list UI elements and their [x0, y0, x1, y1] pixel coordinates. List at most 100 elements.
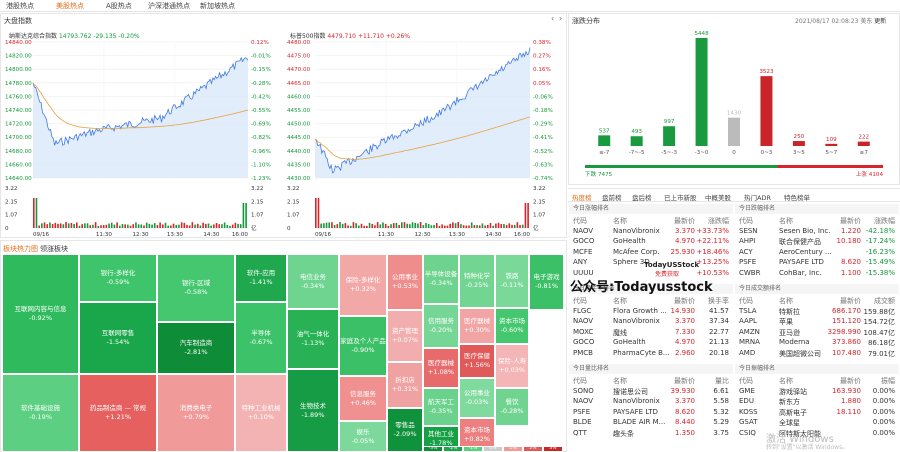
heatmap-cell[interactable]: 油气一体化 -1.13%	[287, 309, 339, 369]
rank-table-row[interactable]: GOCO GoHealth 4.970 +22.11%	[573, 236, 733, 247]
rank-table-row[interactable]: MRNA Moderna 373.860 86.18亿	[739, 337, 899, 348]
next-arrow-icon[interactable]: ›	[559, 14, 563, 23]
heatmap-cell[interactable]: 半导体设备 -0.34%	[423, 254, 459, 304]
rank-table-row[interactable]: QTT 趣头条 1.350 3.75	[573, 428, 733, 439]
rank-table-row[interactable]: BLDE BLADE AIR M... 8.440 5.29	[573, 417, 733, 428]
heatmap-cell[interactable]: 娱乐 -0.05%	[339, 421, 387, 452]
heatmap-cell[interactable]: 电信业务 -0.34%	[287, 254, 339, 309]
rank-table-row[interactable]: PSFE PAYSAFE LTD 8.620 5.32	[573, 407, 733, 418]
volume-bar	[124, 224, 126, 228]
cell-name: PAYSAFE LTD	[779, 258, 824, 267]
heatmap-cell[interactable]: 铁路 -0.11%	[495, 254, 529, 308]
heatmap-cell[interactable]: 消费类电子 +0.79%	[157, 374, 235, 452]
rank-table-row[interactable]: UUUU +10.53%	[573, 268, 733, 279]
rank-table-row[interactable]: PMCB PharmaCyte B... 2.960 20.18	[573, 348, 733, 359]
rank-table-row[interactable]: SONO 搜诺思公司 39.930 6.61	[573, 386, 733, 397]
rank-table-row[interactable]: NAOV NanoVibronix 3.370 +33.73%	[573, 226, 733, 237]
rank-table-title[interactable]: 今日换手率排名	[569, 284, 733, 294]
rank-table-row[interactable]: AMZN 亚马逊 3298.990 108.47亿	[739, 327, 899, 338]
heatmap-cell[interactable]: 资产管理 +0.07%	[387, 310, 423, 362]
heatmap-cell[interactable]: 资本市场 -0.60%	[495, 308, 529, 344]
nasdaq-chart[interactable]: 14840.00 0.12% 14820.00 -0.01% 14800.00 -0.15…	[3, 38, 283, 238]
tab-connect[interactable]: 沪深港通热点	[148, 2, 190, 10]
heatmap-cell[interactable]: 保险-人寿 +0.03%	[495, 344, 529, 388]
heatmap-cell[interactable]: 特种化学 -0.25%	[459, 254, 495, 308]
index1-header[interactable]: 纳斯达克综合指数 14793.762 -29.135 -0.20%	[9, 31, 140, 40]
rank-table-row[interactable]: GOCO GoHealth 4.970 21.13	[573, 337, 733, 348]
heatmap-cell[interactable]: 信息服务 +0.46%	[339, 376, 387, 421]
distribution-category: -5~-3	[661, 150, 677, 156]
heatmap-cell[interactable]: 保险-多样化 +0.32%	[339, 254, 387, 316]
rank-table-row[interactable]: EDU 新东方 1.880 0.00%	[739, 396, 899, 407]
rank-table-row[interactable]: KOSS 高斯电子 18.110 0.00%	[739, 407, 899, 418]
heatmap-cell[interactable]: 折扣店 +0.31%	[387, 362, 423, 408]
right-tick-label: 0.27%	[533, 54, 551, 60]
rank-table-row[interactable]: SESN Sesen Bio, Inc. 1.220 -42.18%	[739, 226, 899, 237]
rank-table-row[interactable]: AAPL 苹果 151.120 154.72亿	[739, 316, 899, 327]
heatmap-cell[interactable]: 药品制造商 — 常规 +1.21%	[79, 374, 157, 452]
prev-arrow-icon[interactable]: ‹	[551, 14, 555, 23]
rank-table-row[interactable]: GSAT 全球星 0.00%	[739, 417, 899, 428]
tab-hk[interactable]: 港股热点	[6, 2, 34, 10]
heatmap-title[interactable]: 板块热力图	[3, 245, 38, 253]
cell-name: 阿特斯太阳能	[779, 430, 821, 438]
heatmap-cell[interactable]: 医疗保健 +1.56%	[459, 344, 495, 378]
rank-table-row[interactable]: NAOV NanoVibronix 3.370 37.34	[573, 316, 733, 327]
rank-table-row[interactable]: NAOV NanoVibronix 3.370 5.58	[573, 396, 733, 407]
heatmap-cell[interactable]: 电子游戏 -0.81%	[529, 254, 564, 310]
heatmap-cell[interactable]: 半导体 -0.67%	[235, 302, 287, 374]
rank-table-row[interactable]: CSIQ 阿特斯太阳能 0.00%	[739, 428, 899, 439]
heatmap-cell[interactable]: 家庭及个人产品 -0.90%	[339, 316, 387, 376]
index2-header[interactable]: 标普500指数 4479.710 +11.710 +0.26%	[290, 31, 410, 40]
heatmap-cell[interactable]: 互联网内容与信息 -0.92%	[2, 254, 79, 374]
rank-table-title[interactable]: 今日跌幅排名	[735, 204, 899, 214]
rank-table-row[interactable]: AMD 美国超微公司 107.480 79.01亿	[739, 348, 899, 359]
rank-tab-ipo[interactable]: 已上市新股	[664, 194, 697, 202]
heatmap-cell[interactable]: 医疗器械 +0.30%	[459, 308, 495, 344]
heatmap-cell[interactable]: 软件基础设施 -0.19%	[2, 374, 79, 452]
update-link[interactable]: 更新	[874, 18, 887, 25]
heatmap-cell[interactable]: 生物技术 -1.89%	[287, 369, 339, 452]
heatmap-cell[interactable]: 银行-多样化 -0.59%	[79, 254, 157, 302]
rank-tab-postmarket[interactable]: 盘后榜	[632, 194, 652, 202]
rank-tab-hot[interactable]: 热度榜	[572, 194, 592, 202]
rank-table-title[interactable]: 今日振幅排名	[735, 364, 899, 374]
rank-table-row[interactable]: ACY AeroCentury ... -16.23%	[739, 247, 899, 258]
rank-table-title[interactable]: 今日成交额排名	[735, 284, 899, 294]
rank-table-row[interactable]: MCFE McAfee Corp. 25.930 +18.46%	[573, 247, 733, 258]
heatmap-cell[interactable]: 餐饮 -0.28%	[495, 388, 529, 426]
rank-table-row[interactable]: FLGC Flora Growth ... 14.930 41.57	[573, 306, 733, 317]
rank-table-title[interactable]: 今日涨幅排名	[569, 204, 733, 214]
heatmap-cell[interactable]: 公用事业 -0.03%	[459, 378, 495, 418]
tab-a[interactable]: A股热点	[106, 2, 132, 10]
heatmap-cell[interactable]: 信用服务 -0.20%	[423, 304, 459, 348]
rank-table-row[interactable]: CWBR CohBar, Inc. 1.100 -15.38%	[739, 268, 899, 279]
sp500-chart[interactable]: 4480.00 0.38% 4475.00 0.27% 4470.00 0.16% 4465…	[285, 38, 565, 238]
rank-table-row[interactable]: ANY Sphere 3D +13.25%	[573, 257, 733, 268]
rank-tab-special[interactable]: 特色榜单	[784, 194, 810, 202]
heatmap-cell[interactable]: 航天军工 -0.35%	[423, 388, 459, 426]
rank-table-row[interactable]: TSLA 特斯拉 686.170 159.88亿	[739, 306, 899, 317]
heatmap-tab-leaders[interactable]: 领涨板块	[40, 245, 68, 253]
tab-us[interactable]: 美股热点	[56, 2, 84, 10]
heatmap-cell[interactable]: 特种工业机械 +0.10%	[235, 374, 287, 452]
left-tick-label: 4475.00	[287, 54, 311, 60]
rank-tab-premarket[interactable]: 盘前榜	[602, 194, 622, 202]
rank-table-row[interactable]: AHPI 联合保健产品 10.180 -17.24%	[739, 236, 899, 247]
rank-table-row[interactable]: PSFE PAYSAFE LTD 8.620 -15.49%	[739, 257, 899, 268]
rank-table-row[interactable]: MOXC 魔线 7.330 22.77	[573, 327, 733, 338]
rank-table-title[interactable]: 今日量比排名	[569, 364, 733, 374]
heatmap-cell[interactable]: 银行-区域 -0.58%	[157, 254, 235, 322]
rank-tab-china[interactable]: 中概美股	[705, 194, 731, 202]
rank-tab-adr[interactable]: 热门ADR	[744, 194, 771, 202]
heatmap-cell[interactable]: 公用事业 +0.53%	[387, 254, 423, 310]
heatmap-cell[interactable]: 汽车制造商 -2.81%	[157, 322, 235, 374]
heatmap-cell[interactable]: 互联网零售 -1.54%	[79, 302, 157, 374]
heatmap-cell-value: -0.19%	[29, 413, 52, 421]
rank-table-row[interactable]: GME 游戏驿站 163.930 0.00%	[739, 386, 899, 397]
heatmap-cell[interactable]: 软件-应用 -1.41%	[235, 254, 287, 302]
heatmap-cell[interactable]: 医疗器械 +1.08%	[423, 348, 459, 388]
heatmap-cell[interactable]: 零售品 -2.09%	[387, 408, 423, 452]
tab-sg[interactable]: 新加坡热点	[200, 2, 235, 10]
volume-bar	[153, 223, 156, 228]
